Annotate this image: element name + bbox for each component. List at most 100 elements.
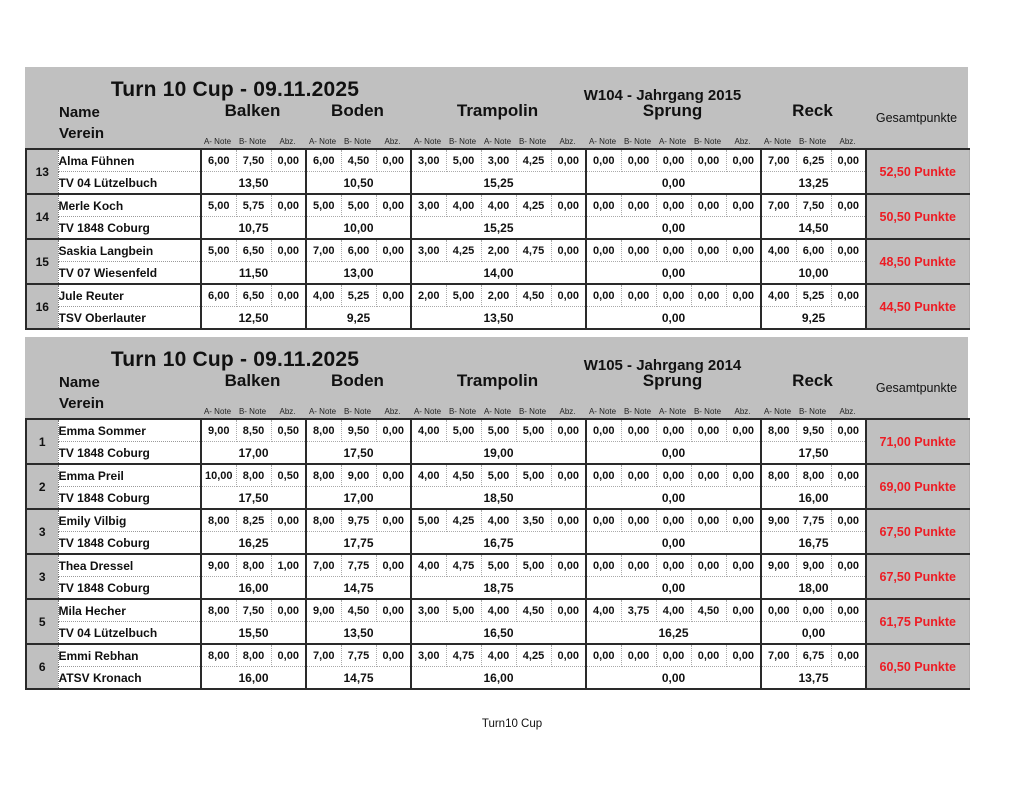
apparatus-sum: 14,00 <box>411 261 587 285</box>
rank-cell: 13 <box>26 149 59 195</box>
subscore-header-label: A- Note <box>308 407 337 416</box>
apparatus-sum: 9,25 <box>306 306 412 330</box>
note-cell: 3,00 <box>411 149 447 172</box>
note-cell: 6,00 <box>341 239 377 262</box>
note-cell: 0,00 <box>621 509 657 532</box>
apparatus-sum: 9,25 <box>761 306 867 330</box>
apparatus-sum: 17,00 <box>201 441 307 465</box>
note-cell: 0,00 <box>376 239 412 262</box>
note-cell: 6,25 <box>796 149 832 172</box>
note-cell: 0,00 <box>656 644 692 667</box>
note-cell: 8,50 <box>236 419 272 442</box>
note-cell: 0,00 <box>551 149 587 172</box>
note-cell: 0,00 <box>726 509 762 532</box>
subscore-header-label: A- Note <box>483 137 512 146</box>
note-cell: 7,00 <box>306 554 342 577</box>
note-cell: 0,00 <box>271 644 307 667</box>
apparatus-sum: 0,00 <box>586 216 762 240</box>
note-cell: 3,00 <box>481 149 517 172</box>
note-cell: 4,50 <box>341 599 377 622</box>
note-cell: 7,50 <box>796 194 832 217</box>
athlete-name: Mila Hecher <box>58 599 202 622</box>
note-cell: 4,25 <box>516 644 552 667</box>
note-cell: 0,00 <box>831 599 867 622</box>
note-cell: 8,00 <box>306 464 342 487</box>
apparatus-header-reck: Reck <box>792 101 833 120</box>
subscore-header-label: A- Note <box>413 407 442 416</box>
note-cell: 7,75 <box>341 644 377 667</box>
note-cell: 8,00 <box>796 464 832 487</box>
note-cell: 3,00 <box>411 239 447 262</box>
note-cell: 5,00 <box>341 194 377 217</box>
note-cell: 0,00 <box>376 509 412 532</box>
note-cell: 4,00 <box>761 284 797 307</box>
note-cell: 1,00 <box>271 554 307 577</box>
note-cell: 2,00 <box>411 284 447 307</box>
gesamtpunkte-column-header: Gesamtpunkte <box>875 381 958 395</box>
note-cell: 6,00 <box>796 239 832 262</box>
note-cell: 0,00 <box>691 644 727 667</box>
athlete-name: Jule Reuter <box>58 284 202 307</box>
subscore-header-label: A- Note <box>308 137 337 146</box>
note-cell: 9,00 <box>761 509 797 532</box>
apparatus-sum: 16,25 <box>201 531 307 555</box>
note-cell: 0,00 <box>621 284 657 307</box>
apparatus-header-sprung: Sprung <box>642 371 703 390</box>
club-name: TV 1848 Coburg <box>58 576 202 600</box>
apparatus-sum: 0,00 <box>586 171 762 195</box>
note-cell: 0,00 <box>551 464 587 487</box>
note-cell: 4,00 <box>481 644 517 667</box>
subscore-header-label: B- Note <box>518 407 547 416</box>
subscore-header-label: Abz. <box>384 137 401 146</box>
apparatus-sum: 18,50 <box>411 486 587 510</box>
note-cell: 5,00 <box>201 239 237 262</box>
apparatus-sum: 17,50 <box>201 486 307 510</box>
note-cell: 0,00 <box>691 464 727 487</box>
note-cell: 5,00 <box>516 419 552 442</box>
note-cell: 4,50 <box>516 599 552 622</box>
note-cell: 0,00 <box>376 464 412 487</box>
apparatus-sum: 16,00 <box>761 486 867 510</box>
note-cell: 0,00 <box>656 284 692 307</box>
note-cell: 4,75 <box>516 239 552 262</box>
note-cell: 0,00 <box>586 284 622 307</box>
note-cell: 7,75 <box>796 509 832 532</box>
note-cell: 7,00 <box>306 644 342 667</box>
subscore-header-label: A- Note <box>203 407 232 416</box>
note-cell: 4,50 <box>446 464 482 487</box>
rank-cell: 2 <box>26 464 59 510</box>
apparatus-sum: 13,00 <box>306 261 412 285</box>
name-column-header: Name <box>59 374 100 391</box>
rank-cell: 15 <box>26 239 59 285</box>
note-cell: 0,50 <box>271 464 307 487</box>
apparatus-sum: 0,00 <box>586 261 762 285</box>
subscore-header-label: Abz. <box>559 407 576 416</box>
table-title: Turn 10 Cup - 09.11.2025 <box>110 78 360 101</box>
note-cell: 5,25 <box>341 284 377 307</box>
note-cell: 0,00 <box>831 509 867 532</box>
note-cell: 7,75 <box>341 554 377 577</box>
subscore-header-label: B- Note <box>623 137 652 146</box>
club-name: TV 1848 Coburg <box>58 441 202 465</box>
note-cell: 0,00 <box>796 599 832 622</box>
note-cell: 8,00 <box>201 644 237 667</box>
apparatus-sum: 16,00 <box>201 666 307 690</box>
note-cell: 0,00 <box>376 194 412 217</box>
note-cell: 6,00 <box>201 284 237 307</box>
total-points: 67,50 Punkte <box>866 554 969 600</box>
note-cell: 0,00 <box>586 509 622 532</box>
note-cell: 8,00 <box>236 554 272 577</box>
note-cell: 3,00 <box>411 194 447 217</box>
note-cell: 0,00 <box>271 599 307 622</box>
results-grid: 13 Alma Fühnen 6,00 7,50 0,00 6,00 4,50 0,00 3,0… <box>25 148 970 330</box>
note-cell: 8,00 <box>306 419 342 442</box>
note-cell: 0,00 <box>586 554 622 577</box>
note-cell: 0,00 <box>271 509 307 532</box>
note-cell: 6,00 <box>201 149 237 172</box>
table-subtitle: W105 - Jahrgang 2014 <box>583 357 742 374</box>
subscore-header-label: Abz. <box>559 137 576 146</box>
note-cell: 5,00 <box>481 554 517 577</box>
athlete-name: Emily Vilbig <box>58 509 202 532</box>
apparatus-sum: 15,25 <box>411 171 587 195</box>
apparatus-sum: 10,50 <box>306 171 412 195</box>
